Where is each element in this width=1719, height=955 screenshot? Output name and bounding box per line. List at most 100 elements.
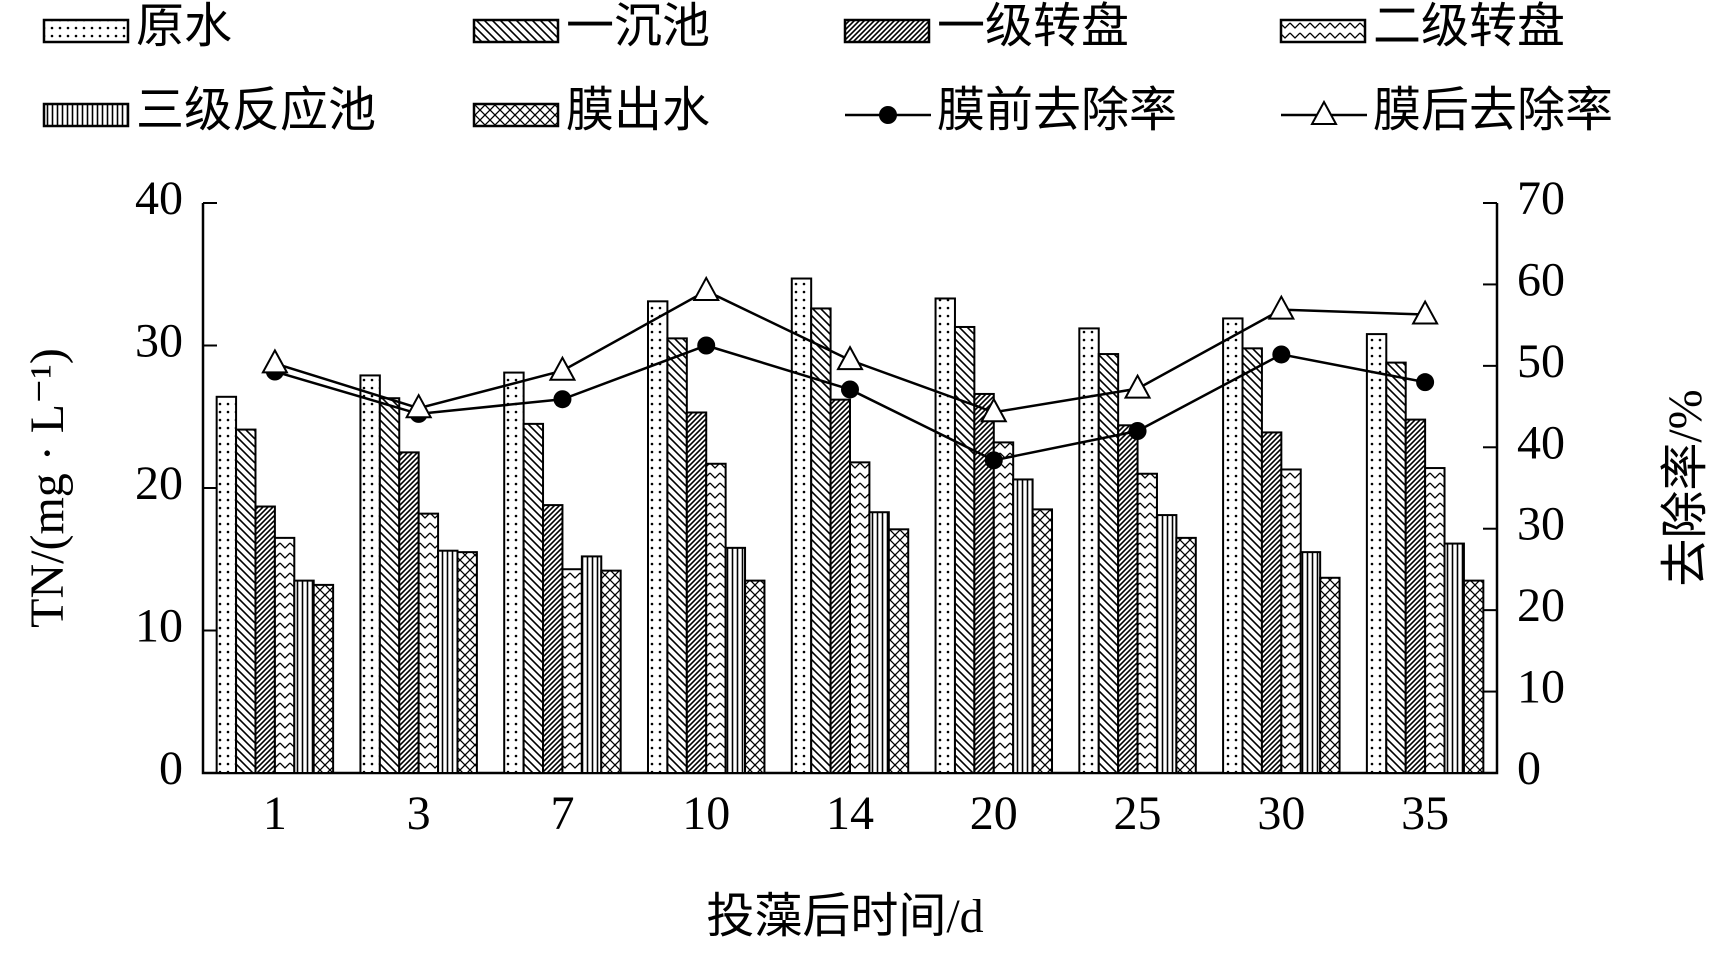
x-tick-label: 7	[550, 787, 574, 840]
bar	[1031, 508, 1054, 774]
bar	[503, 371, 525, 774]
bar	[744, 579, 766, 774]
bar	[1443, 542, 1465, 775]
bar	[868, 511, 890, 774]
legend-label: 一级转盘	[937, 0, 1129, 53]
bar	[887, 528, 910, 775]
bar	[1012, 478, 1034, 774]
point	[984, 451, 1003, 470]
y-tick-label: 0	[159, 742, 183, 795]
bar	[1097, 353, 1120, 774]
bar	[398, 451, 420, 774]
bar	[293, 579, 315, 774]
bar	[1385, 361, 1407, 774]
point	[1411, 299, 1439, 325]
point	[1272, 345, 1291, 364]
legend-swatch	[1279, 18, 1367, 44]
y-tick-label: 20	[135, 457, 183, 510]
x-tick-label: 20	[970, 787, 1018, 840]
point	[1128, 422, 1147, 440]
legend-label: 膜出水	[566, 84, 710, 137]
point	[980, 397, 1008, 423]
x-tick-label: 25	[1114, 787, 1162, 840]
bar	[1404, 418, 1427, 774]
point	[836, 345, 864, 371]
x-tick-label: 35	[1401, 787, 1449, 840]
bar	[273, 536, 296, 774]
x-tick-label: 1	[263, 787, 287, 840]
bar	[456, 551, 478, 774]
legend-swatch	[42, 102, 130, 128]
y2-tick-label: 10	[1517, 661, 1565, 714]
bar	[1155, 514, 1178, 774]
bar	[829, 398, 852, 774]
bar	[312, 583, 335, 775]
bar	[1136, 472, 1158, 774]
bar	[1299, 551, 1322, 774]
bar	[705, 462, 727, 774]
x-tick-label: 10	[682, 787, 730, 840]
point	[1310, 99, 1338, 125]
point	[692, 275, 720, 301]
legend-label: 原水	[136, 0, 232, 53]
legend-swatch	[843, 18, 931, 44]
y2-tick-label: 30	[1517, 498, 1565, 551]
legend-swatch	[472, 18, 560, 44]
bar	[685, 411, 708, 774]
y2-axis-title: 去除率/%	[1659, 389, 1712, 586]
bar	[1462, 579, 1485, 774]
bar	[790, 277, 813, 774]
bar	[934, 297, 956, 774]
y2-tick-label: 40	[1517, 416, 1565, 469]
y-tick-label: 10	[135, 600, 183, 653]
bar	[646, 300, 669, 774]
bar	[953, 325, 976, 774]
bar	[600, 569, 622, 775]
point	[548, 355, 577, 381]
bar	[1319, 576, 1341, 775]
bar	[666, 337, 688, 774]
bar	[1280, 468, 1302, 774]
y2-tick-label: 20	[1517, 579, 1565, 632]
y-axis-title: TN/(mg · L⁻¹)	[21, 348, 74, 628]
bar	[1424, 467, 1446, 774]
bar	[235, 428, 257, 774]
point	[1267, 294, 1296, 320]
y2-tick-label: 0	[1517, 742, 1541, 795]
bar	[437, 549, 459, 775]
bar	[849, 461, 871, 774]
bar	[522, 422, 545, 774]
y-tick-label: 30	[135, 315, 183, 368]
legend-label: 一沉池	[566, 0, 710, 53]
point	[553, 390, 572, 409]
point	[879, 106, 897, 124]
point	[841, 380, 859, 399]
point	[404, 393, 433, 419]
bar	[1222, 317, 1244, 774]
bar	[542, 504, 564, 774]
x-tick-label: 30	[1257, 787, 1305, 840]
bar	[215, 395, 238, 774]
y2-tick-label: 60	[1517, 253, 1565, 306]
legend-label: 膜后去除率	[1373, 84, 1613, 137]
bar	[1241, 347, 1263, 774]
point	[1123, 373, 1152, 399]
y2-tick-label: 50	[1517, 335, 1565, 388]
x-tick-label: 14	[826, 787, 874, 840]
bar	[378, 397, 401, 774]
bar	[1117, 424, 1139, 774]
legend-label: 二级转盘	[1373, 0, 1565, 53]
point	[697, 336, 716, 355]
bar	[1365, 333, 1388, 774]
x-tick-label: 3	[407, 787, 431, 840]
bar	[1260, 431, 1283, 774]
y-tick-label: 40	[135, 172, 183, 225]
bar	[1175, 536, 1197, 774]
bar	[724, 546, 747, 774]
x-axis-title: 投藻后时间/d	[706, 890, 983, 943]
y2-tick-label: 70	[1517, 172, 1565, 225]
bar	[417, 512, 440, 775]
bar	[992, 441, 1015, 774]
point	[261, 348, 289, 374]
legend-label: 膜前去除率	[937, 84, 1177, 137]
